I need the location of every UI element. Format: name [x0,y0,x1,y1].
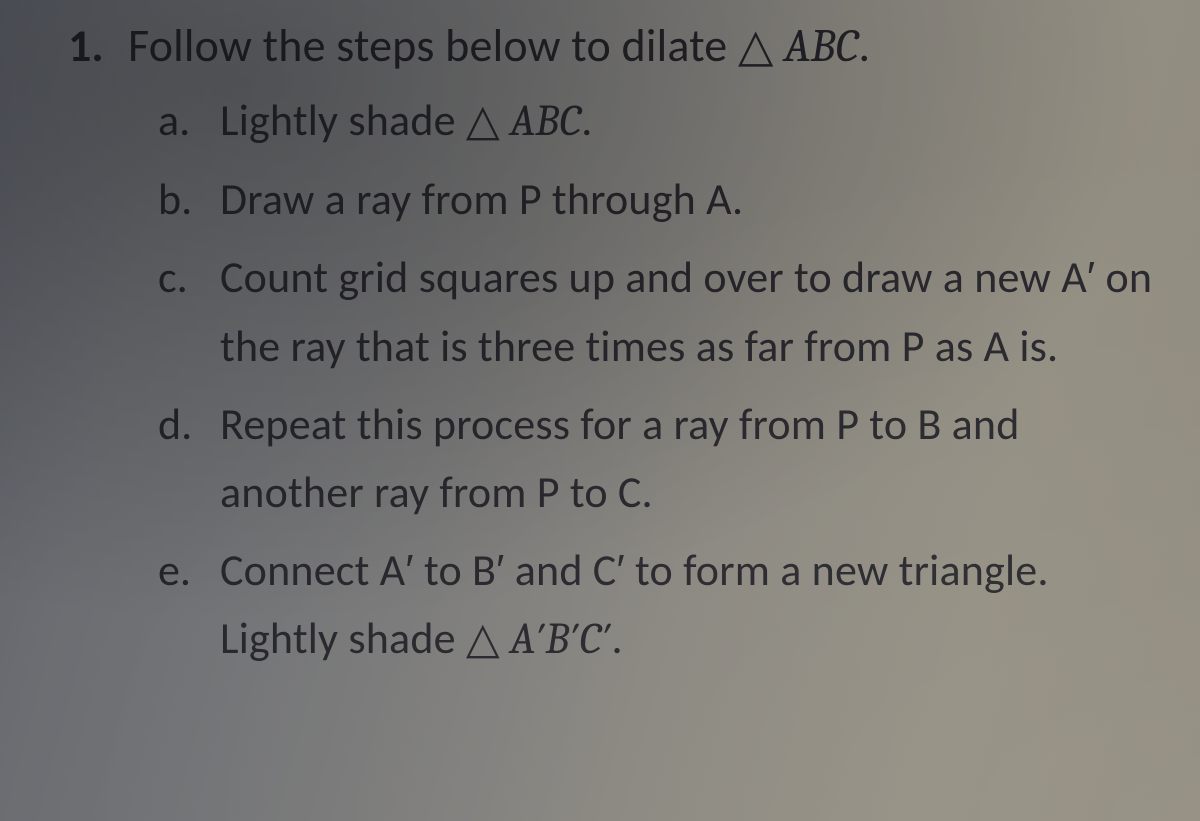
list-item: c. Count grid squares up and over to dra… [158,243,1172,379]
stem-triangle-name: ABC [774,20,859,73]
list-item: a. Lightly shade △ ABC. [158,86,1172,155]
triangle-symbol: △ [738,19,774,71]
item-text-b: Draw a ray from P through A. [220,165,743,233]
triangle-symbol: △ [466,96,500,145]
worksheet-page: 1. Follow the steps below to dilate △ AB… [0,0,1200,821]
triangle-symbol: △ [466,614,500,663]
stem-pre: Follow the steps below to dilate [128,18,738,74]
item-label-b: b. [158,172,220,226]
a-pre: Lightly shade [220,93,466,147]
list-item: e. Connect A′ to B′ and C′ to form a new… [158,536,1172,673]
e-post: . [612,611,623,665]
item-text-c: Count grid squares up and over to draw a… [220,243,1172,379]
item-label-e: e. [158,543,220,597]
list-item: b. Draw a ray from P through A. [158,165,1172,233]
item-label-c: c. [158,250,220,304]
e-pre: Connect A′ to B′ and C′ to form a new tr… [220,543,1049,665]
stem-post: . [859,18,871,74]
a-triangle-name: ABC [500,95,581,146]
question-row: 1. Follow the steps below to dilate △ AB… [68,18,1172,74]
item-text-a: Lightly shade △ ABC. [220,86,593,155]
question-number: 1. [68,18,128,74]
question-stem: Follow the steps below to dilate △ ABC. [128,18,870,74]
item-label-d: d. [158,397,220,451]
item-text-e: Connect A′ to B′ and C′ to form a new tr… [220,536,1172,673]
e-triangle-name: A′B′C′ [500,613,612,664]
item-label-a: a. [158,93,220,147]
list-item: d. Repeat this process for a ray from P … [158,390,1172,526]
sub-steps-list: a. Lightly shade △ ABC. b. Draw a ray fr… [158,86,1172,674]
item-text-d: Repeat this process for a ray from P to … [220,390,1172,526]
a-post: . [581,93,592,147]
